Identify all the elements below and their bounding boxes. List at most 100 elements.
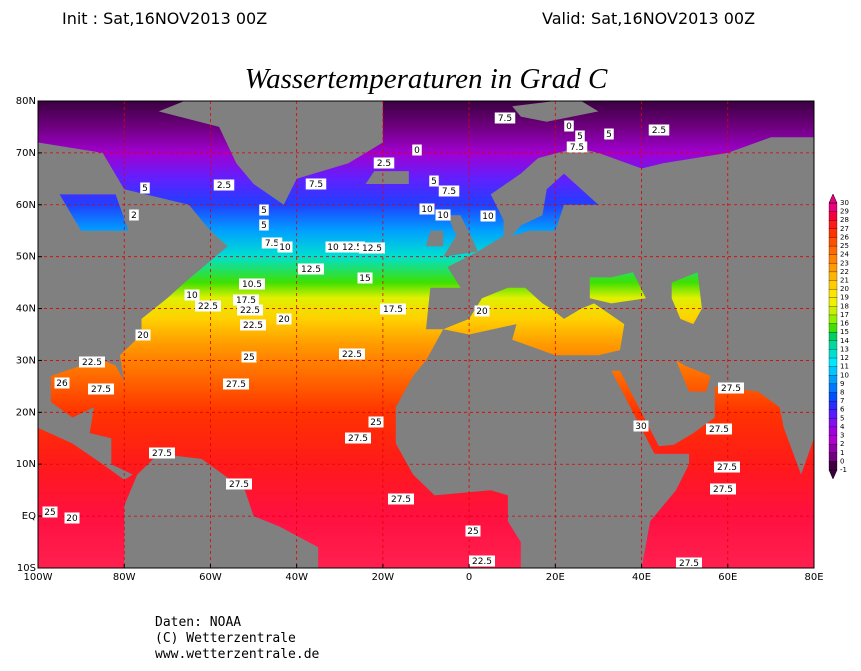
contour-label: 12.5 — [342, 243, 362, 253]
contour-label: 27.5 — [713, 485, 733, 495]
contour-label-box — [64, 512, 80, 524]
colorbar-label: 16 — [840, 320, 849, 328]
lat-label: 50N — [16, 252, 36, 263]
contour-label-box — [380, 303, 406, 315]
contour-label-box — [465, 525, 481, 537]
colorbar-label: 5 — [840, 414, 844, 422]
contour-label: 22.5 — [240, 306, 260, 316]
contour-label: 27.5 — [229, 480, 249, 490]
map-frame — [37, 100, 815, 569]
contour-label: 7.5 — [265, 239, 279, 249]
colorbar-segment — [828, 349, 838, 359]
contour-label: 7.5 — [442, 187, 456, 197]
contour-label-box — [474, 305, 490, 317]
land — [124, 453, 319, 568]
contour-label-box — [714, 461, 740, 473]
contour-label-box — [42, 506, 58, 518]
contour-label: 27.5 — [152, 449, 172, 459]
colorbar-label: 25 — [840, 242, 849, 250]
colorbar-label: 2 — [840, 440, 844, 448]
colorbar-segment — [828, 383, 838, 393]
contour-label: 20 — [137, 331, 149, 341]
colorbar-segment — [828, 461, 838, 471]
contour-label: 22.5 — [342, 350, 362, 360]
colorbar-label: 7 — [840, 397, 844, 405]
contour-label-box — [239, 278, 265, 290]
contour-label: 27.5 — [348, 434, 368, 444]
contour-label: 5 — [142, 184, 148, 194]
contour-label-box — [373, 157, 395, 169]
contour-label: 10 — [279, 243, 291, 253]
contour-label-box — [88, 383, 114, 395]
contour-label-box — [566, 141, 588, 153]
contour-label: 10 — [421, 205, 433, 215]
contour-label-box — [676, 557, 702, 568]
colorbar-segment — [828, 409, 838, 419]
lon-label: 60E — [718, 572, 737, 583]
land — [365, 171, 409, 184]
contour-label: 30 — [635, 422, 647, 432]
contour-label-box — [261, 237, 283, 249]
contour-label: 22.5 — [82, 358, 102, 368]
colorbar-segment — [828, 400, 838, 411]
contour-label: 20 — [278, 315, 290, 325]
contour-label: 10 — [186, 291, 198, 301]
contour-label: 25 — [44, 508, 55, 518]
contour-label: 26 — [56, 379, 68, 389]
lon-label: 0 — [466, 572, 472, 583]
colorbar-segment — [828, 211, 838, 221]
colorbar-label: 10 — [840, 371, 849, 379]
colorbar-segment — [828, 220, 838, 230]
colorbar-label: -1 — [840, 466, 847, 474]
contour-label: 20 — [476, 307, 488, 317]
contour-label-box — [325, 241, 341, 253]
contour-label-box — [223, 378, 249, 390]
colorbar-segment — [828, 426, 838, 436]
colorbar-label: 8 — [840, 388, 844, 396]
colorbar-label: 4 — [840, 423, 845, 431]
contour-label-box — [438, 185, 460, 197]
inland-sea — [589, 272, 646, 304]
contour-label-box — [706, 423, 732, 435]
colorbar-segment — [828, 288, 838, 299]
lon-label: 40W — [285, 572, 308, 583]
lon-label: 100W — [24, 572, 53, 583]
lon-label: 60W — [199, 572, 222, 583]
footer-line: www.wetterzentrale.de — [155, 647, 320, 662]
contour-label-box — [368, 416, 384, 428]
colorbar-segment — [828, 228, 838, 238]
contour-label-box — [305, 178, 327, 190]
inland-sea — [611, 370, 659, 454]
colorbar-segment — [828, 418, 838, 428]
contour-label: 27.5 — [717, 463, 737, 473]
inland-sea — [671, 272, 702, 325]
contour-label: 10 — [327, 243, 339, 253]
footer-line: Daten: NOAA — [155, 615, 241, 630]
colorbar-segment — [828, 444, 838, 454]
lat-label: 80N — [16, 96, 36, 107]
contour-label: 27.5 — [709, 425, 729, 435]
contour-label: 7.5 — [570, 143, 584, 153]
colorbar-segment — [828, 202, 838, 213]
lat-label: 70N — [16, 148, 36, 159]
colorbar-label: 28 — [840, 216, 849, 224]
colorbar-label: 11 — [840, 363, 849, 371]
contour-label-box — [494, 112, 516, 124]
colorbar-segment — [828, 254, 838, 264]
colorbar-label: 18 — [840, 302, 849, 310]
colorbar-label: 15 — [840, 328, 849, 336]
colorbar-label: 1 — [840, 449, 844, 457]
contour-label-box — [213, 179, 235, 191]
colorbar-label: 13 — [840, 345, 849, 353]
colorbar-label: 3 — [840, 432, 844, 440]
lat-label: 30N — [16, 355, 36, 366]
contour-label-box — [648, 124, 670, 136]
inland-sea — [59, 194, 129, 231]
lon-label: 20W — [372, 572, 395, 583]
valid-time: Valid: Sat,16NOV2013 00Z — [542, 9, 755, 28]
contour-label-box — [388, 493, 414, 505]
contour-label-box — [135, 329, 151, 341]
contour-label: 22.5 — [472, 557, 492, 567]
contour-label-box — [240, 319, 266, 331]
